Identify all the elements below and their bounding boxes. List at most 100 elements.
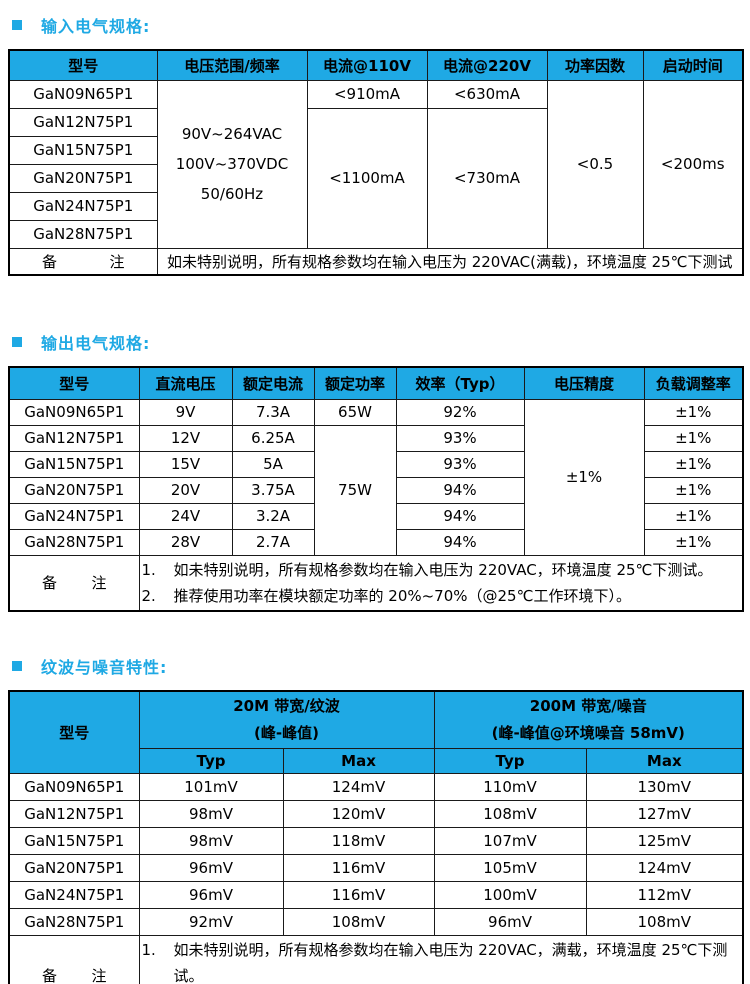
- model-cell: GaN28N75P1: [8, 528, 140, 556]
- remark-line: 2. 推荐使用功率在模块额定功率的 20%~70%（@25℃工作环境下）。: [142, 583, 741, 609]
- table-row: GaN24N75P1 24V 3.2A 94% ±1%: [8, 502, 744, 530]
- ripple-max-cell: 124mV: [282, 772, 435, 801]
- column-header-voltage-range: 电压范围/频率: [156, 49, 308, 81]
- output-spec-table: 型号 直流电压 额定电流 额定功率 效率（Typ） 电压精度 负载调整率 GaN…: [8, 366, 744, 612]
- remark-label-char: 注: [109, 252, 125, 271]
- noise-max-cell: 127mV: [585, 799, 744, 828]
- column-header-model: 型号: [8, 366, 140, 400]
- efficiency-cell: 93%: [395, 424, 525, 452]
- model-cell: GaN12N75P1: [8, 107, 158, 137]
- model-cell: GaN15N75P1: [8, 826, 140, 855]
- subheader-typ: Typ: [138, 747, 284, 774]
- dc-voltage-cell: 12V: [138, 424, 233, 452]
- voltage-range-line: 100V~370VDC: [175, 155, 289, 173]
- remark-text: 如未特别说明，所有规格参数均在输入电压为 220VAC，环境温度 25℃下测试。: [173, 560, 713, 579]
- column-header-current-220v: 电流@220V: [426, 49, 548, 81]
- model-cell: GaN24N75P1: [8, 191, 158, 221]
- column-header-power-factor: 功率因数: [546, 49, 644, 81]
- section-title-text: 输入电气规格:: [41, 17, 151, 36]
- table-row: GaN28N75P1: [8, 219, 743, 249]
- load-regulation-cell: ±1%: [643, 424, 744, 452]
- subheader-typ: Typ: [433, 747, 587, 774]
- efficiency-cell: 92%: [395, 398, 525, 426]
- remark-text-cell: 1. 如未特别说明，所有规格参数均在输入电压为 220VAC，环境温度 25℃下…: [138, 554, 744, 611]
- rated-current-cell: 3.75A: [231, 476, 315, 504]
- ripple-max-cell: 118mV: [282, 826, 435, 855]
- table-row: GaN15N75P1: [8, 135, 743, 165]
- noise-typ-cell: 110mV: [433, 772, 587, 801]
- noise-typ-cell: 108mV: [433, 799, 587, 828]
- square-bullet-icon: [12, 20, 22, 30]
- voltage-range-cell: 90V~264VAC 100V~370VDC 50/60Hz: [156, 79, 308, 249]
- power-factor-cell: <0.5: [546, 79, 644, 249]
- ripple-typ-cell: 92mV: [138, 907, 284, 936]
- noise-typ-cell: 107mV: [433, 826, 587, 855]
- voltage-range-line: 50/60Hz: [200, 185, 264, 203]
- table-row: GaN20N75P1: [8, 163, 743, 193]
- rated-power-cell: 65W: [313, 398, 397, 426]
- current-110v-cell: <910mA: [306, 79, 428, 109]
- table-row: GaN15N75P1 98mV 118mV 107mV 125mV: [8, 826, 744, 855]
- noise-max-cell: 108mV: [585, 907, 744, 936]
- column-header-rated-power: 额定功率: [313, 366, 397, 400]
- table-row: GaN12N75P1 12V 6.25A 75W 93% ±1%: [8, 424, 744, 556]
- remark-row: 备 注 1. 如未特别说明，所有规格参数均在输入电压为 220VAC，满载，环境…: [8, 934, 744, 984]
- dc-voltage-cell: 9V: [138, 398, 233, 426]
- noise-max-cell: 130mV: [585, 772, 744, 801]
- table-row: GaN28N75P1 92mV 108mV 96mV 108mV: [8, 907, 744, 936]
- rated-power-cell: 75W: [313, 424, 397, 556]
- remark-label-char: 备: [42, 967, 58, 984]
- table-subheader-row: Typ Max Typ Max: [9, 747, 744, 774]
- subheader-max: Max: [585, 747, 744, 774]
- noise-max-cell: 124mV: [585, 853, 744, 882]
- remark-label-cell: 备 注: [8, 247, 158, 276]
- model-cell: GaN09N65P1: [8, 398, 140, 426]
- column-header-current-110v: 电流@110V: [306, 49, 428, 81]
- current-220v-cell: <630mA: [426, 79, 548, 109]
- table-row: GaN09N65P1 90V~264VAC 100V~370VDC 50/60H…: [8, 79, 744, 249]
- model-cell: GaN09N65P1: [8, 772, 140, 801]
- model-cell: GaN15N75P1: [8, 450, 140, 478]
- remark-label-char: 注: [91, 574, 107, 592]
- remark-row: 备 注 1. 如未特别说明，所有规格参数均在输入电压为 220VAC，环境温度 …: [8, 554, 744, 611]
- table-row: GaN20N75P1 96mV 116mV 105mV 124mV: [8, 853, 744, 882]
- efficiency-cell: 93%: [395, 450, 525, 478]
- current-110v-cell: <1100mA: [306, 107, 428, 249]
- remark-text-cell: 1. 如未特别说明，所有规格参数均在输入电压为 220VAC，满载，环境温度 2…: [138, 934, 744, 984]
- model-cell: GaN15N75P1: [8, 135, 158, 165]
- current-220v-cell: <730mA: [426, 107, 548, 249]
- remark-label-char: 备: [42, 574, 58, 592]
- model-cell: GaN28N75P1: [8, 907, 140, 936]
- model-cell: GaN24N75P1: [8, 880, 140, 909]
- table-row: GaN24N75P1: [8, 191, 743, 221]
- column-header-model: 型号: [8, 690, 140, 774]
- rated-current-cell: 5A: [231, 450, 315, 478]
- section-title-text: 纹波与噪音特性:: [41, 657, 168, 677]
- remark-label-cell: 备 注: [8, 554, 140, 611]
- remark-text: 推荐使用功率在模块额定功率的 20%~70%（@25℃工作环境下）。: [173, 586, 631, 605]
- section-title-input-specs: 输入电气规格:: [12, 0, 750, 37]
- group-header-line: 20M 带宽/纹波: [233, 696, 340, 715]
- ripple-typ-cell: 96mV: [138, 853, 284, 882]
- column-group-20m-ripple: 20M 带宽/纹波 (峰-峰值): [138, 690, 435, 749]
- efficiency-cell: 94%: [395, 528, 525, 556]
- table-row: GaN15N75P1 15V 5A 93% ±1%: [8, 450, 744, 478]
- table-header-row: 型号 电压范围/频率 电流@110V 电流@220V 功率因数 启动时间: [8, 49, 744, 81]
- dc-voltage-cell: 15V: [138, 450, 233, 478]
- column-header-startup-time: 启动时间: [642, 49, 744, 81]
- column-group-200m-noise: 200M 带宽/噪音 (峰-峰值@环境噪音 58mV): [433, 690, 744, 749]
- remark-label-char: 备: [42, 252, 58, 271]
- table-row: GaN09N65P1 9V 7.3A 65W 92% ±1% ±1%: [8, 398, 744, 556]
- remark-text-cell: 如未特别说明，所有规格参数均在输入电压为 220VAC(满载)，环境温度 25℃…: [156, 247, 744, 276]
- section-title-text: 输出电气规格:: [41, 334, 151, 353]
- square-bullet-icon: [12, 337, 22, 347]
- table-row: GaN09N65P1 101mV 124mV 110mV 130mV: [8, 772, 744, 801]
- load-regulation-cell: ±1%: [643, 398, 744, 426]
- rated-current-cell: 7.3A: [231, 398, 315, 426]
- ripple-typ-cell: 98mV: [138, 826, 284, 855]
- remark-text: 如未特别说明，所有规格参数均在输入电压为 220VAC，满载，环境温度 25℃下…: [173, 940, 728, 984]
- group-header-line: (峰-峰值@环境噪音 58mV): [491, 723, 685, 742]
- table-row: GaN12N75P1 <1100mA <730mA: [8, 107, 743, 249]
- ripple-max-cell: 116mV: [282, 853, 435, 882]
